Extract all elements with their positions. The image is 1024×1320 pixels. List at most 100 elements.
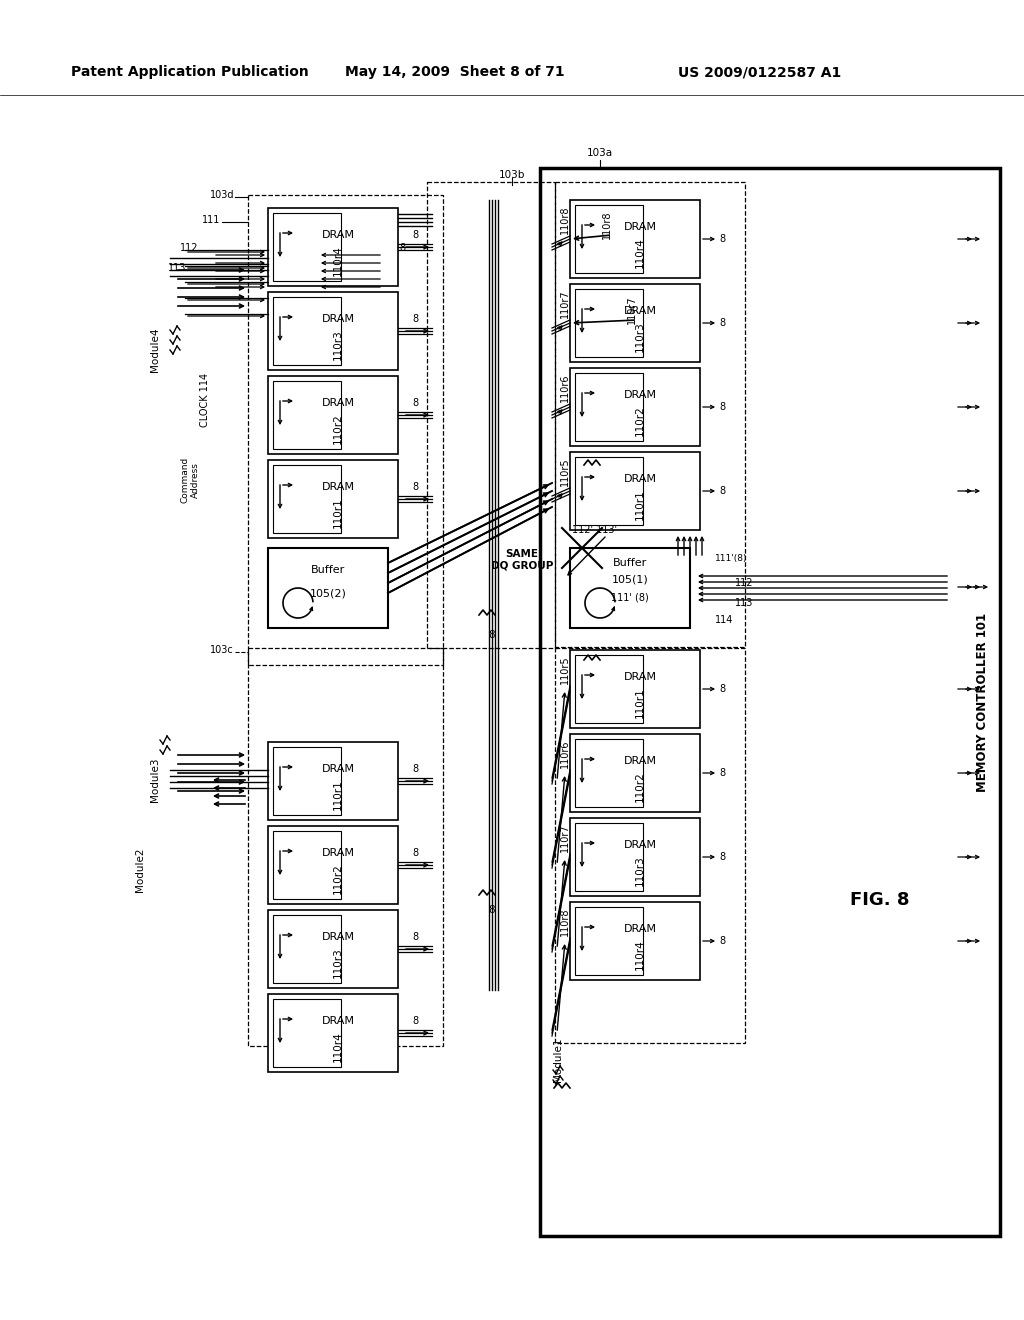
Text: 8: 8 [412, 764, 418, 774]
Text: CLOCK 114: CLOCK 114 [200, 374, 210, 428]
Bar [273, 915, 341, 983]
Bar [570, 818, 700, 896]
Text: 110r7: 110r7 [560, 824, 570, 853]
Text: Module2: Module2 [135, 847, 145, 892]
Text: 8: 8 [719, 936, 725, 946]
Text: Module3: Module3 [150, 758, 160, 803]
Bar [273, 832, 341, 899]
Text: 112: 112 [179, 243, 198, 253]
Text: 110r1: 110r1 [333, 498, 343, 528]
Bar [268, 292, 398, 370]
Text: 8: 8 [719, 318, 725, 327]
Text: US 2009/0122587 A1: US 2009/0122587 A1 [678, 65, 842, 79]
Text: 111'(8): 111'(8) [715, 553, 748, 562]
Bar [427, 182, 555, 648]
Text: Patent Application Publication: Patent Application Publication [71, 65, 309, 79]
Text: 110r2: 110r2 [635, 405, 645, 437]
Text: 8: 8 [412, 230, 418, 240]
Text: 110r4: 110r4 [635, 940, 645, 970]
Text: 110r3: 110r3 [333, 330, 343, 360]
Text: DRAM: DRAM [624, 756, 656, 766]
Text: 110r1: 110r1 [635, 688, 645, 718]
Text: 110r3: 110r3 [635, 855, 645, 886]
Text: DRAM: DRAM [624, 222, 656, 232]
Text: DRAM: DRAM [322, 764, 354, 774]
Bar [268, 376, 398, 454]
Text: 110r3: 110r3 [333, 948, 343, 978]
Text: DRAM: DRAM [322, 932, 354, 942]
Text: FIG. 8: FIG. 8 [850, 891, 909, 909]
Text: 110r5: 110r5 [560, 458, 570, 486]
Text: Module4: Module4 [150, 327, 160, 372]
Bar [570, 902, 700, 979]
Text: Command
Address: Command Address [180, 457, 200, 503]
Bar [268, 909, 398, 987]
Text: 8: 8 [719, 684, 725, 694]
Bar [575, 822, 643, 891]
Text: 8: 8 [719, 768, 725, 777]
Text: SAME
DQ GROUP: SAME DQ GROUP [490, 549, 553, 570]
Bar [268, 994, 398, 1072]
Bar [575, 655, 643, 723]
Text: May 14, 2009  Sheet 8 of 71: May 14, 2009 Sheet 8 of 71 [345, 65, 565, 79]
Text: 110r5: 110r5 [560, 656, 570, 684]
Text: 110r6: 110r6 [560, 374, 570, 403]
Text: 110r8: 110r8 [560, 206, 570, 234]
Text: 105(1): 105(1) [611, 576, 648, 585]
Text: 8: 8 [399, 243, 406, 253]
Text: Module1: Module1 [553, 1038, 563, 1082]
Bar [268, 459, 398, 539]
Text: 110r6: 110r6 [560, 739, 570, 768]
Text: 8: 8 [719, 234, 725, 244]
Text: 8: 8 [412, 932, 418, 942]
Bar [273, 381, 341, 449]
Text: DRAM: DRAM [322, 399, 354, 408]
Text: Buffer: Buffer [613, 558, 647, 568]
Bar [273, 465, 341, 533]
Text: 111' (8): 111' (8) [611, 593, 649, 603]
Text: 8: 8 [488, 630, 496, 640]
Text: 110r8: 110r8 [560, 908, 570, 936]
Bar [570, 734, 700, 812]
Text: 110r7: 110r7 [560, 289, 570, 318]
Text: 110r4: 110r4 [635, 238, 645, 268]
Bar [575, 289, 643, 356]
Text: DRAM: DRAM [322, 1016, 354, 1026]
Bar [268, 826, 398, 904]
Text: 110r3: 110r3 [635, 322, 645, 352]
Text: DRAM: DRAM [322, 847, 354, 858]
Text: 113: 113 [168, 263, 186, 273]
Bar [273, 297, 341, 366]
Bar [248, 195, 443, 665]
Bar [555, 648, 745, 1043]
Bar [540, 168, 1000, 1236]
Bar [268, 742, 398, 820]
Bar [570, 451, 700, 531]
Text: 8: 8 [719, 851, 725, 862]
Text: 110r2: 110r2 [333, 413, 343, 445]
Text: 110r4: 110r4 [333, 1032, 343, 1063]
Bar [570, 548, 690, 628]
Text: DRAM: DRAM [624, 389, 656, 400]
Bar [570, 284, 700, 362]
Text: 8: 8 [719, 403, 725, 412]
Text: DRAM: DRAM [624, 924, 656, 935]
Text: 110r2: 110r2 [635, 772, 645, 803]
Text: DRAM: DRAM [624, 840, 656, 850]
Text: 114: 114 [715, 615, 733, 624]
Text: 8: 8 [412, 847, 418, 858]
Bar [268, 548, 388, 628]
Text: 8: 8 [719, 486, 725, 496]
Bar [273, 213, 341, 281]
Text: 113: 113 [735, 598, 754, 609]
Text: DRAM: DRAM [624, 306, 656, 315]
Bar [555, 182, 745, 647]
Bar [268, 209, 398, 286]
Bar [575, 907, 643, 975]
Text: 112: 112 [735, 578, 754, 587]
Bar [570, 368, 700, 446]
Bar [575, 457, 643, 525]
Text: DRAM: DRAM [624, 474, 656, 484]
Text: 103a: 103a [587, 148, 613, 158]
Text: DRAM: DRAM [322, 314, 354, 323]
